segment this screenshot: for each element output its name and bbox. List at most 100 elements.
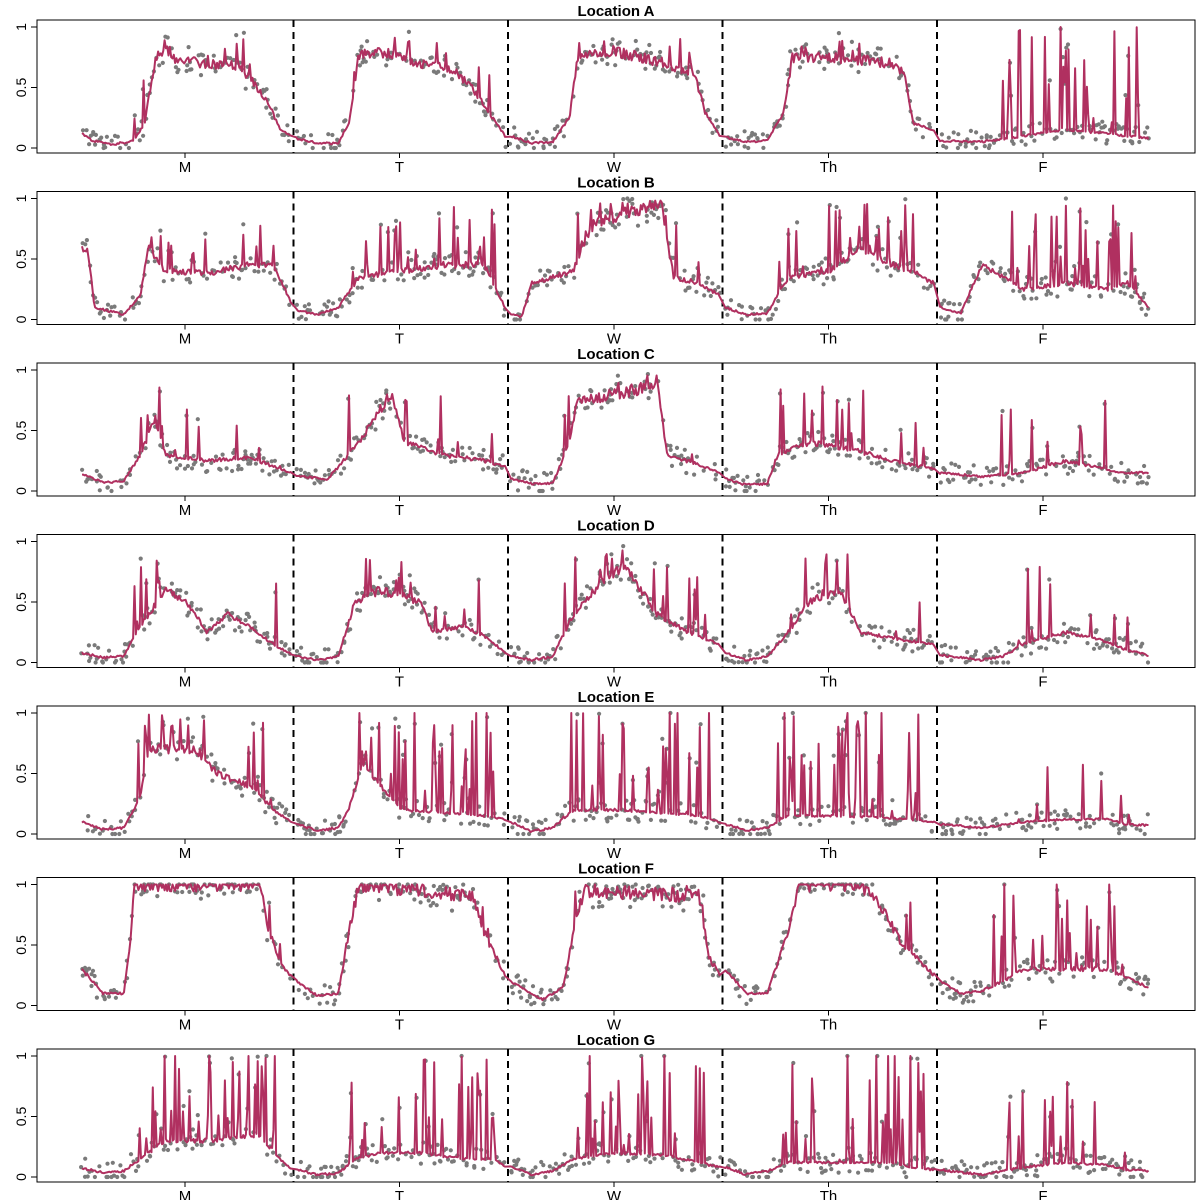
data-point — [701, 468, 706, 473]
data-point — [699, 625, 705, 630]
data-point — [174, 757, 180, 762]
data-point — [501, 125, 506, 130]
data-point — [1006, 660, 1011, 665]
data-point — [347, 300, 352, 305]
data-point — [1023, 644, 1028, 649]
data-point — [788, 49, 793, 54]
data-point — [716, 1174, 721, 1179]
data-point — [224, 466, 229, 471]
data-point — [485, 823, 490, 828]
data-point — [591, 43, 596, 49]
data-point — [321, 660, 326, 665]
data-point — [1000, 408, 1005, 414]
data-point — [1133, 971, 1139, 977]
data-point — [894, 468, 899, 473]
data-point — [694, 289, 699, 294]
data-point — [805, 431, 810, 436]
data-point — [784, 439, 789, 445]
data-point — [762, 831, 768, 836]
data-point — [1083, 824, 1088, 829]
data-point — [335, 660, 340, 665]
data-point — [1021, 825, 1026, 830]
data-point — [136, 1164, 141, 1169]
data-point — [481, 109, 487, 114]
data-point — [633, 573, 638, 579]
data-point — [537, 831, 542, 837]
data-point — [1021, 635, 1026, 640]
data-point — [482, 822, 487, 828]
data-point — [211, 1141, 216, 1146]
data-point — [163, 1143, 168, 1148]
data-point — [442, 256, 448, 261]
data-point — [343, 118, 348, 123]
data-point — [750, 1174, 756, 1180]
data-point — [969, 477, 974, 482]
data-point — [943, 642, 948, 648]
data-point — [344, 297, 349, 302]
data-point — [350, 1164, 355, 1169]
data-point — [1131, 1174, 1136, 1179]
data-point — [449, 77, 455, 82]
data-point — [1024, 1173, 1029, 1178]
data-point — [953, 462, 958, 467]
data-point — [97, 488, 102, 493]
x-tick-label: W — [607, 1188, 622, 1200]
data-point — [240, 793, 245, 798]
data-point — [865, 50, 870, 56]
y-tick-label: 0 — [13, 1173, 29, 1181]
data-point — [376, 897, 382, 903]
data-point — [906, 451, 911, 456]
data-point — [618, 577, 623, 582]
x-tick-label: Th — [820, 159, 838, 176]
data-point — [555, 812, 560, 817]
data-point — [978, 980, 983, 985]
data-point — [1045, 289, 1051, 294]
data-point — [761, 145, 766, 150]
data-point — [964, 659, 969, 665]
data-point — [572, 275, 577, 280]
x-tick-label: M — [179, 1188, 192, 1200]
data-point — [777, 1158, 783, 1163]
data-point — [126, 145, 131, 151]
data-point — [242, 775, 247, 781]
data-point — [692, 1167, 697, 1172]
data-point — [815, 273, 820, 278]
data-point — [702, 1164, 708, 1169]
data-point — [1145, 125, 1150, 130]
data-point — [185, 63, 190, 68]
data-point — [753, 317, 758, 322]
data-point — [1019, 653, 1024, 658]
data-point — [964, 994, 969, 1000]
data-point — [710, 130, 715, 135]
data-point — [947, 300, 952, 306]
data-point — [627, 576, 632, 581]
data-point — [939, 1158, 944, 1163]
data-point — [313, 468, 318, 473]
data-point — [374, 1159, 379, 1164]
data-point — [1102, 124, 1107, 129]
data-point — [747, 485, 752, 490]
data-point — [1138, 474, 1143, 480]
data-point — [705, 275, 711, 280]
data-point — [130, 295, 135, 300]
data-point — [968, 128, 974, 133]
data-point — [1106, 637, 1111, 642]
data-point — [83, 242, 88, 247]
data-point — [849, 619, 854, 625]
data-point — [243, 86, 248, 91]
data-point — [122, 317, 128, 322]
data-point — [454, 61, 459, 67]
data-point — [1069, 287, 1074, 292]
data-point — [594, 233, 599, 238]
data-point — [380, 416, 385, 421]
data-point — [333, 145, 338, 151]
data-point — [335, 314, 340, 319]
data-point — [614, 574, 619, 579]
data-point — [525, 469, 530, 474]
line-series — [82, 374, 1150, 486]
data-point — [792, 454, 797, 459]
data-point — [1067, 465, 1072, 471]
data-point — [101, 315, 106, 321]
data-point — [687, 285, 692, 290]
data-point — [422, 437, 427, 442]
